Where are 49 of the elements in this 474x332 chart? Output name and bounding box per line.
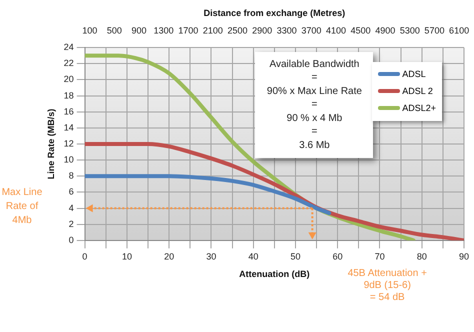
x2-tick-label: 6100 bbox=[449, 26, 470, 36]
y-tick-label: 24 bbox=[64, 42, 74, 52]
y-tick-label: 8 bbox=[68, 170, 74, 181]
x2-tick-label: 2100 bbox=[202, 26, 223, 36]
y-tick-label: 16 bbox=[64, 106, 74, 116]
x-tick-label: 80 bbox=[416, 251, 427, 262]
x-tick-label: 90 bbox=[458, 251, 470, 262]
x2-tick-label: 5700 bbox=[424, 26, 444, 36]
x2-tick-label: 4900 bbox=[375, 26, 396, 36]
y-tick-label: 4 bbox=[68, 202, 74, 213]
x2-tick-label: 3300 bbox=[276, 26, 297, 36]
legend-label: ADSL 2 bbox=[402, 86, 433, 96]
x-axis-title: Attenuation (dB) bbox=[239, 269, 310, 280]
x2-axis-title: Distance from exchange (Metres) bbox=[204, 8, 346, 18]
x2-tick-label: 1300 bbox=[154, 26, 174, 36]
x-tick-label: 70 bbox=[374, 251, 385, 262]
annotation: Available Bandwidth = 90% x Max Line Rate = 90 % x 4 Mb = 3.6 Mb bbox=[255, 52, 374, 158]
y-tick-label: 0 bbox=[68, 234, 74, 245]
y-tick-label: 12 bbox=[64, 138, 74, 148]
x-tick-label: 30 bbox=[206, 251, 216, 262]
y-tick-label: 2 bbox=[68, 218, 74, 229]
legend-label: ADSL2+ bbox=[402, 103, 436, 114]
x2-tick-label: 2900 bbox=[252, 26, 272, 36]
x-tick-label: 20 bbox=[164, 251, 174, 262]
y-tick-label: 20 bbox=[64, 74, 74, 84]
legend-label: ADSL bbox=[402, 69, 426, 80]
y-tick-label: 14 bbox=[64, 122, 74, 132]
y-tick-label: 18 bbox=[64, 90, 74, 100]
y-tick-label: 22 bbox=[64, 58, 74, 68]
text: Max Line Rate of 4Mb bbox=[0, 186, 44, 228]
x2-tick-label: 2500 bbox=[227, 26, 248, 36]
x-tick-label: 10 bbox=[122, 251, 132, 262]
y-tick-label: 6 bbox=[68, 186, 74, 197]
text: 45B Attenuation + 9dB (15-6) = 54 dB bbox=[346, 268, 428, 304]
x-tick-label: 40 bbox=[248, 251, 258, 262]
x-tick-label: 50 bbox=[290, 251, 300, 262]
x-tick-label: 0 bbox=[82, 251, 88, 262]
x-tick-label: 60 bbox=[332, 251, 343, 262]
x2-tick-label: 5300 bbox=[400, 26, 420, 36]
x2-tick-label: 500 bbox=[106, 26, 122, 36]
x2-tick-label: 4500 bbox=[350, 26, 371, 36]
x2-tick-label: 900 bbox=[131, 26, 146, 36]
y-axis-title: Line Rate (MB/s) bbox=[46, 108, 56, 180]
x2-tick-label: 100 bbox=[82, 26, 98, 36]
x2-tick-label: 4100 bbox=[326, 26, 346, 36]
y-tick-label: 10 bbox=[64, 154, 74, 165]
x2-tick-label: 1700 bbox=[178, 26, 198, 36]
line-series bbox=[84, 174, 332, 216]
x2-tick-label: 3700 bbox=[301, 26, 322, 36]
